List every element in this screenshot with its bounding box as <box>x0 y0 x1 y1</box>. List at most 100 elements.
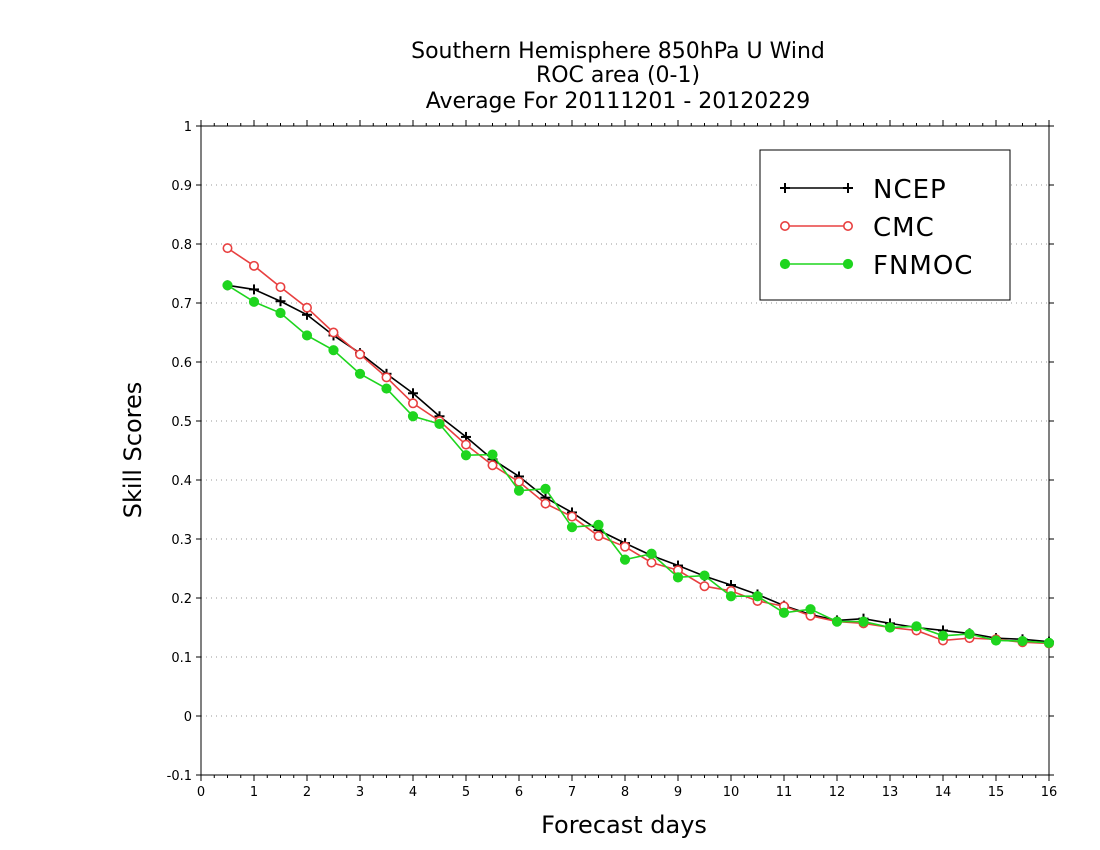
x-tick-label: 5 <box>462 785 470 800</box>
data-point-filled-circle <box>725 591 737 602</box>
y-tick-label: 0.7 <box>171 297 192 312</box>
data-point-filled-circle <box>646 548 657 559</box>
data-point-open-circle <box>566 511 577 522</box>
y-tick-label: 0.2 <box>171 592 192 607</box>
data-point-plus <box>843 183 853 193</box>
data-point-filled-circle <box>513 485 525 496</box>
data-point-plus <box>249 284 259 295</box>
y-tick-label: 0 <box>184 710 192 725</box>
series-ncep <box>222 280 1054 647</box>
series-line-ncep <box>227 284 1050 643</box>
y-tick-label: 0.6 <box>171 356 192 371</box>
y-tick-label: 0.5 <box>171 415 192 430</box>
x-tick-label: 15 <box>988 785 1005 800</box>
data-point-filled-circle <box>937 630 949 641</box>
x-tick-label: 9 <box>674 785 682 800</box>
data-point-filled-circle <box>487 449 498 460</box>
data-point-filled-circle <box>593 519 604 530</box>
x-tick-label: 3 <box>356 785 364 800</box>
legend: NCEP CMC FNMOC <box>759 149 1011 301</box>
data-point-filled-circle <box>407 411 419 422</box>
data-point-open-circle <box>593 531 604 542</box>
data-point-filled-circle <box>619 554 631 565</box>
x-tick-label: 0 <box>197 785 205 800</box>
x-tick-label: 1 <box>250 785 258 800</box>
data-point-open-circle <box>328 327 339 338</box>
data-point-open-circle <box>275 282 286 293</box>
data-point-filled-circle <box>540 483 551 494</box>
series-lines <box>222 243 1055 649</box>
data-point-filled-circle <box>275 307 286 319</box>
x-tick-label: 10 <box>723 785 740 800</box>
y-tick-label: 0.3 <box>171 533 192 548</box>
x-tick-label: 14 <box>935 785 952 800</box>
legend-label: CMC <box>873 213 935 243</box>
data-point-filled-circle <box>434 418 445 430</box>
y-tick-label: 0.4 <box>171 474 192 489</box>
legend-label: FNMOC <box>873 251 973 281</box>
legend-item-ncep: NCEP <box>780 175 947 205</box>
data-point-open-circle <box>646 557 657 568</box>
data-point-plus <box>780 183 790 193</box>
data-point-open-circle <box>460 439 471 450</box>
data-point-filled-circle <box>779 258 791 270</box>
data-point-filled-circle <box>566 522 578 533</box>
data-point-filled-circle <box>1043 637 1055 648</box>
data-point-filled-circle <box>831 616 843 627</box>
data-point-open-circle <box>407 398 418 409</box>
data-point-filled-circle <box>460 450 472 461</box>
data-point-open-circle <box>301 302 312 313</box>
y-axis-title: Skill Scores <box>119 382 147 519</box>
series-line-cmc <box>227 247 1050 645</box>
data-point-open-circle <box>222 243 233 254</box>
axes: -0.100.10.20.30.40.50.60.70.80.910 1 2 3 4 5 6… <box>167 120 1057 800</box>
data-point-filled-circle <box>884 622 896 633</box>
legend-box <box>759 149 1011 301</box>
x-tick-label: 8 <box>621 785 629 800</box>
data-point-open-circle <box>381 372 392 383</box>
x-tick-label: 13 <box>882 785 899 800</box>
data-point-filled-circle <box>354 368 366 379</box>
data-point-filled-circle <box>805 604 816 615</box>
data-point-open-circle <box>699 581 710 592</box>
series-fnmoc <box>222 280 1055 648</box>
data-point-plus <box>408 388 418 399</box>
title-line-3: Average For 20111201 - 20120229 <box>426 89 811 114</box>
y-tick-label: 1 <box>184 120 192 135</box>
data-point-filled-circle <box>964 628 975 640</box>
data-point-filled-circle <box>858 616 869 627</box>
x-tick-label: 12 <box>829 785 846 800</box>
y-tick-label: -0.1 <box>167 769 192 784</box>
data-point-filled-circle <box>911 621 922 632</box>
data-point-filled-circle <box>842 258 854 270</box>
x-tick-label: 6 <box>515 785 523 800</box>
data-point-open-circle <box>354 349 365 360</box>
x-tick-label: 2 <box>303 785 311 800</box>
data-point-filled-circle <box>248 296 260 307</box>
data-point-filled-circle <box>301 330 313 341</box>
legend-item-fnmoc: FNMOC <box>779 251 973 281</box>
data-point-filled-circle <box>672 572 684 583</box>
data-point-filled-circle <box>1017 635 1028 647</box>
data-point-filled-circle <box>990 635 1002 646</box>
series-line-fnmoc <box>227 284 1050 644</box>
data-point-open-circle <box>540 498 551 509</box>
x-tick-label: 7 <box>568 785 576 800</box>
data-point-filled-circle <box>222 280 233 291</box>
y-tick-label: 0.8 <box>171 238 192 253</box>
data-point-plus <box>275 296 286 307</box>
x-tick-label: 4 <box>409 785 417 800</box>
y-tick-label: 0.1 <box>171 651 192 666</box>
data-point-open-circle <box>513 476 524 487</box>
x-tick-label: 11 <box>776 785 793 800</box>
data-point-open-circle <box>779 221 790 232</box>
title-line-1: Southern Hemisphere 850hPa U Wind <box>411 39 825 64</box>
title-line-2: ROC area (0-1) <box>536 63 700 88</box>
data-point-filled-circle <box>752 591 763 602</box>
data-point-filled-circle <box>699 570 710 581</box>
legend-label: NCEP <box>873 175 947 205</box>
x-axis-title: Forecast days <box>541 811 707 839</box>
series-cmc <box>222 243 1055 649</box>
data-point-open-circle <box>619 541 630 552</box>
y-tick-label: 0.9 <box>171 179 192 194</box>
